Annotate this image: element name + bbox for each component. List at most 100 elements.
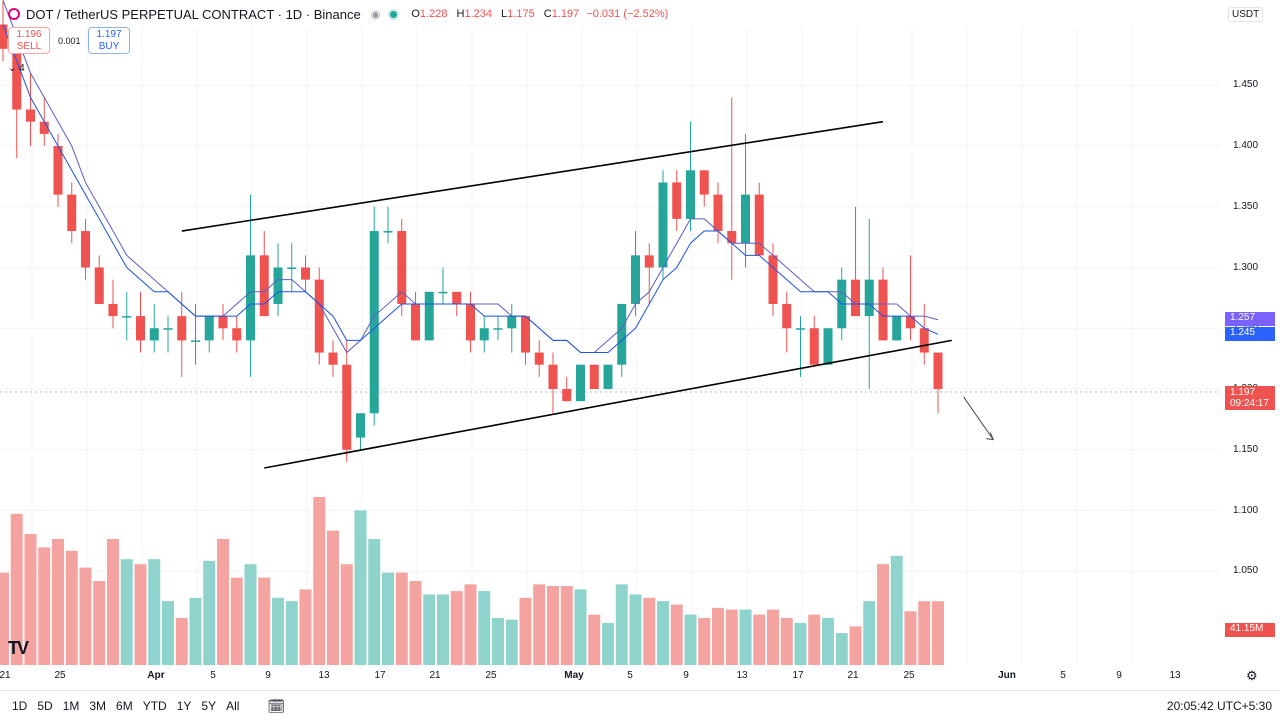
range-button-5y[interactable]: 5Y xyxy=(201,699,217,713)
buy-button[interactable]: 1.197 BUY xyxy=(88,27,130,54)
volume-bar xyxy=(588,614,601,665)
candle-body xyxy=(438,291,448,294)
symbol-title[interactable]: DOT / TetherUS PERPETUAL CONTRACT · 1D ·… xyxy=(26,6,361,22)
candle-body xyxy=(383,231,393,233)
volume-bar xyxy=(148,559,161,665)
price-tick: 1.300 xyxy=(1233,261,1259,273)
dot-logo-icon xyxy=(8,8,20,20)
candle-body xyxy=(562,389,572,402)
range-button-1d[interactable]: 1D xyxy=(12,699,28,713)
ema-lines xyxy=(2,0,939,354)
volume-bar xyxy=(808,614,821,665)
time-tick: Jun xyxy=(998,670,1016,681)
time-tick: 13 xyxy=(736,670,748,681)
time-tick: Apr xyxy=(147,670,165,681)
volume-tag: 41.15M xyxy=(1225,623,1275,637)
sell-button[interactable]: 1.196 SELL xyxy=(8,27,50,54)
time-tick: 5 xyxy=(210,670,216,681)
time-tick: 25 xyxy=(485,670,497,681)
volume-bar xyxy=(767,609,779,665)
candle-body xyxy=(672,182,682,219)
candle-body xyxy=(301,267,310,280)
range-button-3m[interactable]: 3M xyxy=(89,699,107,713)
indicators-toggle[interactable]: ⌄ 4 xyxy=(8,63,25,74)
clock[interactable]: 20:05:42 UTC+5:30 xyxy=(1166,699,1272,713)
volume-bar xyxy=(890,555,903,665)
time-tick: 9 xyxy=(1116,670,1122,681)
volume-bar xyxy=(272,597,284,665)
price-tick: 1.350 xyxy=(1233,200,1259,212)
volume-bar xyxy=(863,601,876,665)
time-tick: 5 xyxy=(627,670,633,681)
volume-bar xyxy=(822,617,834,665)
candle-body xyxy=(218,316,228,329)
candle-body xyxy=(933,352,943,389)
calendar-icon[interactable]: 🗓 xyxy=(267,697,286,714)
candle-body xyxy=(287,267,297,269)
tradingview-logo-icon[interactable]: TV xyxy=(8,638,29,658)
volume-bar xyxy=(340,564,353,665)
candle-body xyxy=(397,231,407,304)
candle-body xyxy=(521,316,530,353)
candle-body xyxy=(67,194,77,232)
time-tick: 17 xyxy=(374,670,386,681)
volume-bar xyxy=(615,584,628,665)
range-button-6m[interactable]: 6M xyxy=(116,699,133,713)
time-tick: 25 xyxy=(54,670,66,681)
volume-bar xyxy=(354,510,367,665)
candle-body xyxy=(576,364,585,402)
candle-body xyxy=(878,279,888,341)
volume-bar xyxy=(519,597,532,665)
last-price-tag: 1.197 09:24:17 xyxy=(1225,386,1275,410)
candle-body xyxy=(479,328,489,341)
price-tick: 1.100 xyxy=(1233,504,1259,516)
volume-bar xyxy=(932,601,944,665)
volume-bar xyxy=(602,623,614,665)
volume-bar xyxy=(753,614,766,665)
grid xyxy=(0,28,1220,665)
range-button-all[interactable]: All xyxy=(226,699,240,713)
candle-body xyxy=(232,328,242,341)
price-tick: 1.150 xyxy=(1233,443,1259,455)
volume-bar xyxy=(464,584,477,665)
projection-arrowhead xyxy=(986,432,995,441)
ema-slow-tag: 1.245 xyxy=(1225,327,1275,341)
volume-bar xyxy=(780,617,793,665)
volume-bar xyxy=(725,609,738,665)
candle-body xyxy=(548,364,558,389)
volume-bar xyxy=(918,601,931,665)
candle-body xyxy=(686,170,695,219)
time-tick: 9 xyxy=(683,670,689,681)
candle-body xyxy=(741,194,750,244)
ema-fast-tag: 1.257 xyxy=(1225,312,1275,326)
candle-body xyxy=(53,146,63,195)
candle-body xyxy=(892,316,902,341)
range-button-5d[interactable]: 5D xyxy=(37,699,53,713)
range-button-1m[interactable]: 1M xyxy=(62,699,80,713)
candle-body xyxy=(466,303,475,341)
projection-arrow xyxy=(963,396,994,440)
volume-bar xyxy=(423,594,436,665)
time-tick: 21 xyxy=(0,670,11,681)
candle-body xyxy=(809,328,819,365)
volume-bar xyxy=(38,547,51,665)
volume-bar xyxy=(134,564,147,665)
candles xyxy=(0,0,943,462)
currency-selector[interactable]: USDT xyxy=(1228,7,1264,22)
range-button-1y[interactable]: 1Y xyxy=(176,699,192,713)
candle-body xyxy=(136,316,145,341)
range-button-ytd[interactable]: YTD xyxy=(142,699,167,713)
volume-bar xyxy=(107,539,119,665)
volume-bar xyxy=(299,589,312,665)
volume-bar xyxy=(505,619,518,665)
settings-gear-icon[interactable]: ⚙ xyxy=(1246,668,1258,683)
candle-body xyxy=(727,231,737,244)
visibility-icon[interactable]: ◉ xyxy=(370,8,381,21)
candle-body xyxy=(411,303,420,341)
candle-body xyxy=(12,48,22,110)
volume-bar xyxy=(657,601,669,665)
candle-body xyxy=(644,255,654,268)
ema-slow-line xyxy=(2,24,939,354)
volume-bar xyxy=(0,572,9,665)
